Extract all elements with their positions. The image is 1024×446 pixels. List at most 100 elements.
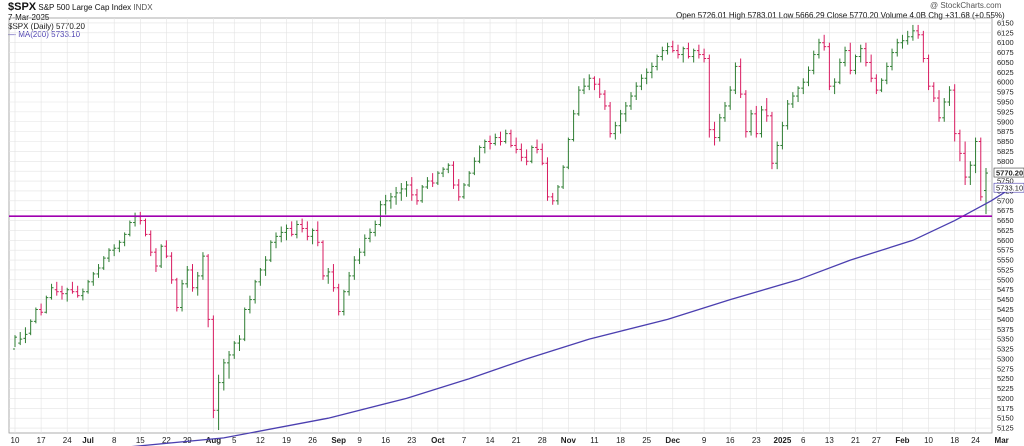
y-tick-label: 5875 bbox=[997, 127, 1014, 136]
ohlc-bar bbox=[472, 157, 477, 176]
ohlc-bar bbox=[75, 285, 80, 298]
ohlc-bar bbox=[749, 109, 754, 136]
x-tick-label: 29 bbox=[183, 436, 192, 445]
ohlc-bar bbox=[514, 137, 519, 154]
ohlc-bar bbox=[268, 240, 273, 263]
chart-date: 7-Mar-2025 bbox=[8, 13, 50, 22]
ohlc-bar bbox=[754, 105, 759, 138]
y-axis: 5125515051755200522552505275530053255350… bbox=[997, 18, 1014, 432]
y-tick-label: 5675 bbox=[997, 206, 1014, 215]
ohlc-bar bbox=[169, 252, 174, 284]
ohlc-bar bbox=[435, 171, 440, 185]
x-tick-label: 9 bbox=[702, 436, 707, 445]
ohlc-bar bbox=[247, 295, 252, 314]
x-tick-label: 14 bbox=[486, 436, 495, 445]
ohlc-bar bbox=[874, 74, 879, 95]
ohlc-bar bbox=[707, 54, 712, 138]
ohlc-bar bbox=[221, 358, 226, 391]
x-tick-label: Dec bbox=[665, 436, 680, 445]
x-tick-label: 19 bbox=[282, 436, 291, 445]
ohlc-bar bbox=[300, 218, 305, 233]
x-tick-label: 24 bbox=[63, 436, 72, 445]
y-tick-label: 5175 bbox=[997, 404, 1014, 413]
x-tick-label: 15 bbox=[136, 436, 145, 445]
ohlc-bar bbox=[13, 335, 17, 350]
ohlc-bar bbox=[383, 194, 388, 215]
ohlc-bar bbox=[164, 240, 169, 259]
ohlc-bar bbox=[947, 86, 952, 106]
ohlc-bar bbox=[70, 281, 75, 294]
last-value-labels: 5770.20 5733.10 bbox=[993, 167, 1024, 193]
ohlc-bar bbox=[524, 149, 529, 166]
x-tick-label: Sep bbox=[331, 436, 346, 445]
x-tick-label: 8 bbox=[112, 436, 117, 445]
ohlc-bar bbox=[86, 279, 91, 294]
ohlc-bar bbox=[822, 34, 827, 51]
ohlc-bar bbox=[378, 200, 383, 227]
y-tick-label: 5850 bbox=[997, 137, 1014, 146]
y-tick-label: 6000 bbox=[997, 78, 1014, 87]
ohlc-bar bbox=[174, 277, 179, 312]
ohlc-bar bbox=[498, 131, 503, 146]
ohlc-bar bbox=[289, 221, 294, 237]
x-tick-label: 21 bbox=[512, 436, 521, 445]
ohlc-bar bbox=[618, 109, 623, 134]
ohlc-bar bbox=[190, 264, 195, 292]
ohlc-bar bbox=[336, 283, 341, 316]
x-tick-label: 18 bbox=[950, 436, 959, 445]
x-tick-label: 28 bbox=[538, 436, 547, 445]
y-tick-label: 5950 bbox=[997, 97, 1014, 106]
y-tick-label: 5475 bbox=[997, 285, 1014, 294]
ohlc-bar bbox=[503, 129, 508, 144]
plot-frame bbox=[8, 17, 993, 434]
ohlc-bar bbox=[373, 220, 378, 237]
x-tick-label: 5 bbox=[232, 436, 237, 445]
ohlc-bar bbox=[127, 220, 132, 237]
ohlc-bar bbox=[425, 177, 430, 189]
ohlc-bar bbox=[263, 256, 268, 276]
ohlc-bar bbox=[827, 42, 832, 91]
y-tick-label: 6100 bbox=[997, 38, 1014, 47]
ohlc-bar bbox=[670, 40, 675, 53]
y-tick-label: 5900 bbox=[997, 117, 1014, 126]
last-price-box bbox=[993, 167, 1024, 178]
x-tick-label: 21 bbox=[851, 436, 860, 445]
ohlc-bar bbox=[696, 44, 701, 59]
ohlc-bar bbox=[394, 186, 399, 205]
ohlc-bar bbox=[811, 50, 816, 75]
y-tick-label: 6025 bbox=[997, 68, 1014, 77]
x-tick-label: 16 bbox=[726, 436, 735, 445]
ohlc-bar bbox=[138, 211, 143, 225]
ohlc-bar bbox=[305, 221, 310, 241]
y-tick-label: 5450 bbox=[997, 295, 1014, 304]
ohlc-bar bbox=[326, 267, 331, 284]
ohlc-bar bbox=[414, 188, 419, 205]
x-tick-label: Oct bbox=[431, 436, 445, 445]
ohlc-bar bbox=[315, 221, 320, 247]
ohlc-bar bbox=[180, 279, 185, 312]
ohlc-bar bbox=[775, 141, 780, 170]
y-tick-label: 5275 bbox=[997, 364, 1014, 373]
ohlc-bar bbox=[347, 271, 352, 296]
y-tick-label: 5325 bbox=[997, 345, 1014, 354]
ohlc-bar bbox=[702, 48, 707, 63]
ohlc-bar bbox=[545, 157, 550, 201]
ohlc-bar bbox=[39, 303, 44, 316]
ohlc-bar bbox=[937, 90, 942, 122]
ohlc-bar bbox=[712, 121, 717, 146]
ohlc-bar bbox=[274, 232, 279, 249]
ohlc-bar bbox=[764, 98, 769, 122]
ohlc-bar bbox=[957, 129, 962, 162]
ohlc-bar bbox=[237, 335, 242, 351]
y-tick-label: 5625 bbox=[997, 226, 1014, 235]
ohlc-bar bbox=[910, 24, 915, 41]
ohlc-bar bbox=[984, 167, 988, 215]
ohlc-stats: Open 5726.01 High 5783.01 Low 5666.29 Cl… bbox=[676, 11, 1005, 20]
ohlc-bar bbox=[916, 24, 921, 39]
ohlc-bar bbox=[905, 30, 910, 45]
ohlc-bar bbox=[806, 66, 811, 87]
ohlc-bar bbox=[279, 226, 284, 243]
y-tick-label: 5225 bbox=[997, 384, 1014, 393]
ohlc-bar bbox=[926, 54, 931, 91]
exchange: INDX bbox=[133, 3, 153, 12]
